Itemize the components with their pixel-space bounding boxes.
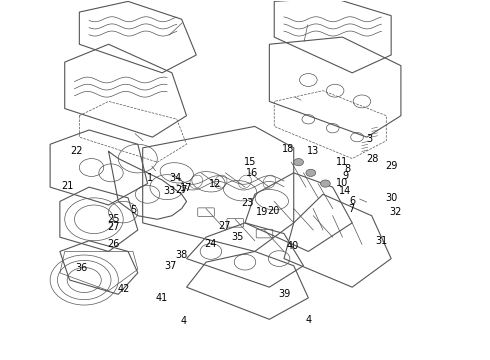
Text: 1: 1 — [147, 173, 153, 183]
Text: 30: 30 — [385, 193, 397, 203]
Circle shape — [320, 180, 330, 187]
Text: 35: 35 — [231, 232, 244, 242]
Text: 27: 27 — [218, 221, 231, 231]
Text: 42: 42 — [118, 284, 130, 294]
Text: 18: 18 — [282, 144, 294, 154]
Text: 23: 23 — [241, 198, 254, 208]
Text: 6: 6 — [349, 197, 355, 206]
Text: 17: 17 — [180, 183, 193, 193]
Text: 29: 29 — [385, 161, 397, 171]
Text: 21: 21 — [61, 181, 74, 192]
Text: 12: 12 — [209, 179, 221, 189]
Text: 34: 34 — [170, 173, 182, 183]
Text: 36: 36 — [75, 262, 88, 273]
Circle shape — [294, 158, 303, 166]
Text: 38: 38 — [175, 250, 188, 260]
Circle shape — [306, 169, 316, 176]
Text: 27: 27 — [107, 222, 120, 232]
Text: 28: 28 — [367, 154, 379, 163]
Text: 19: 19 — [256, 207, 268, 217]
Text: 7: 7 — [348, 203, 354, 213]
Text: 4: 4 — [181, 316, 187, 326]
Text: 27: 27 — [175, 185, 188, 195]
Text: 5: 5 — [130, 205, 136, 215]
Text: 16: 16 — [246, 168, 258, 178]
Text: 3: 3 — [366, 134, 372, 144]
Text: 14: 14 — [339, 186, 351, 196]
Text: 11: 11 — [336, 157, 348, 167]
Text: 24: 24 — [205, 239, 217, 249]
Text: 4: 4 — [305, 315, 312, 325]
Text: 9: 9 — [343, 171, 348, 181]
Text: 41: 41 — [156, 293, 168, 303]
Text: 32: 32 — [389, 207, 401, 217]
Text: 13: 13 — [307, 146, 319, 156]
Text: 39: 39 — [278, 289, 290, 299]
Text: 20: 20 — [267, 206, 279, 216]
Text: 31: 31 — [375, 236, 388, 246]
Text: 15: 15 — [244, 157, 256, 167]
Text: 22: 22 — [71, 147, 83, 157]
Text: 40: 40 — [287, 241, 299, 251]
Text: 8: 8 — [344, 163, 350, 174]
Text: 10: 10 — [336, 178, 348, 188]
Text: 26: 26 — [107, 239, 120, 249]
Text: 33: 33 — [163, 186, 175, 197]
Text: 25: 25 — [107, 214, 120, 224]
Text: 37: 37 — [165, 261, 177, 271]
